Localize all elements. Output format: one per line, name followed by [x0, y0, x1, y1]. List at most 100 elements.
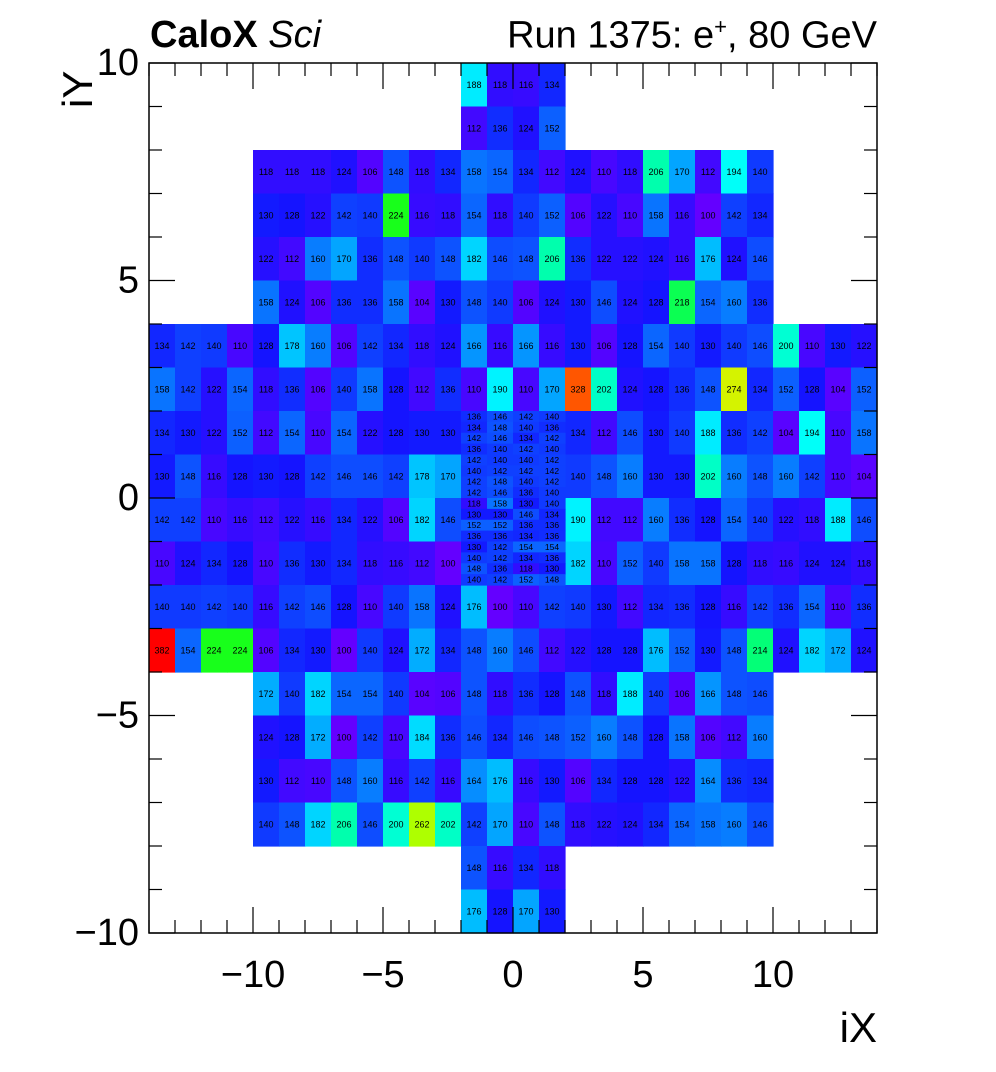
cell-value-label: 142 — [467, 433, 481, 443]
heatmap-cell — [513, 846, 540, 891]
cell-value-label: 146 — [752, 689, 767, 699]
heatmap-cell — [227, 411, 254, 456]
cell-value-label: 118 — [493, 210, 507, 220]
cell-value-label: 154 — [674, 819, 689, 829]
cell-value-label: 176 — [648, 645, 663, 655]
heatmap-fine-cell — [461, 432, 488, 445]
heatmap-cell — [461, 150, 488, 195]
heatmap-cell — [305, 324, 332, 369]
cell-value-label: 182 — [804, 645, 819, 655]
cell-value-label: 146 — [519, 509, 533, 519]
heatmap-cell — [617, 367, 644, 412]
heatmap-fine-cell — [539, 454, 566, 466]
cell-value-label: 116 — [675, 254, 689, 264]
heatmap-cell — [565, 193, 592, 238]
cell-value-label: 122 — [362, 428, 377, 438]
cell-value-label: 110 — [389, 732, 403, 742]
cell-value-label: 140 — [519, 477, 533, 487]
cell-value-label: 148 — [180, 471, 195, 481]
heatmap-cell — [669, 454, 696, 499]
cell-value-label: 124 — [440, 602, 455, 612]
heatmap-cell — [695, 454, 722, 499]
cell-value-label: 118 — [441, 210, 455, 220]
cell-value-label: 134 — [570, 428, 585, 438]
heatmap-cell — [357, 498, 384, 543]
cell-value-label: 160 — [726, 819, 741, 829]
heatmap-cell — [409, 193, 436, 238]
heatmap-fine-cell — [461, 574, 488, 586]
heatmap-cell — [591, 585, 618, 630]
y-axis-title: iY — [54, 70, 101, 108]
cell-value-label: 160 — [752, 732, 767, 742]
cell-value-label: 134 — [752, 384, 767, 394]
heatmap-fine-cell — [487, 541, 514, 553]
cell-value-label: 140 — [362, 645, 377, 655]
heatmap-fine-cell — [487, 421, 514, 434]
heatmap-cell — [669, 411, 696, 456]
cell-value-label: 182 — [466, 254, 481, 264]
heatmap-fine-cell — [487, 530, 514, 543]
heatmap-cell — [591, 541, 618, 586]
heatmap-cell — [383, 367, 410, 412]
cell-value-label: 112 — [623, 602, 637, 612]
heatmap-cell — [799, 628, 826, 673]
heatmap-cell — [617, 802, 644, 847]
heatmap-cell — [773, 498, 800, 543]
heatmap-fine-cell — [461, 519, 488, 532]
heatmap-cell — [279, 150, 306, 195]
heatmap-cell — [747, 802, 774, 847]
heatmap-cell — [279, 802, 306, 847]
cell-value-label: 148 — [726, 689, 741, 699]
heatmap-cell — [747, 237, 774, 282]
cell-value-label: 152 — [856, 384, 871, 394]
cell-value-label: 148 — [388, 254, 403, 264]
cell-value-label: 128 — [622, 341, 637, 351]
heatmap-cell — [487, 367, 514, 412]
heatmap-cell — [643, 324, 670, 369]
cell-value-label: 110 — [311, 428, 325, 438]
cell-value-label: 118 — [311, 167, 325, 177]
cell-value-label: 224 — [232, 645, 247, 655]
cell-value-label: 146 — [493, 488, 507, 498]
heatmap-cell — [643, 498, 670, 543]
cell-value-label: 134 — [752, 776, 767, 786]
heatmap-fine-cell — [461, 476, 488, 488]
heatmap-cell — [409, 715, 436, 760]
heatmap-cell — [565, 237, 592, 282]
heatmap-cell — [721, 193, 748, 238]
heatmap-cell — [539, 889, 566, 934]
heatmap-cell — [435, 585, 462, 630]
heatmap-cell — [695, 411, 722, 456]
heatmap-cell — [487, 672, 514, 717]
heatmap-cell — [487, 715, 514, 760]
cell-value-label: 122 — [622, 254, 637, 264]
heatmap-fine-cell — [461, 411, 488, 423]
heatmap-cell — [747, 628, 774, 673]
cell-value-label: 148 — [752, 471, 767, 481]
heatmap-cell — [591, 802, 618, 847]
heatmap-cell — [305, 759, 332, 804]
heatmap-cell — [357, 411, 384, 456]
cell-value-label: 104 — [414, 689, 429, 699]
heatmap-cell — [799, 324, 826, 369]
cell-value-label: 130 — [700, 645, 715, 655]
cell-value-label: 140 — [518, 210, 533, 220]
heatmap-cell — [227, 454, 254, 499]
heatmap-cell — [591, 367, 618, 412]
heatmap-fine-cell — [513, 541, 540, 553]
cell-value-label: 118 — [467, 498, 481, 508]
heatmap-cell — [721, 759, 748, 804]
heatmap-cell — [253, 541, 280, 586]
heatmap-cell — [539, 106, 566, 151]
heatmap-cell — [487, 280, 514, 325]
cell-value-label: 158 — [674, 558, 689, 568]
cell-value-label: 130 — [674, 471, 689, 481]
heatmap-cell — [331, 237, 358, 282]
heatmap-fine-cell — [487, 476, 514, 488]
heatmap-cell — [617, 759, 644, 804]
cell-value-label: 130 — [310, 558, 325, 568]
cell-value-label: 166 — [700, 689, 715, 699]
heatmap-cell — [825, 454, 852, 499]
cell-value-label: 142 — [804, 471, 819, 481]
x-tick-label: 5 — [632, 954, 653, 996]
